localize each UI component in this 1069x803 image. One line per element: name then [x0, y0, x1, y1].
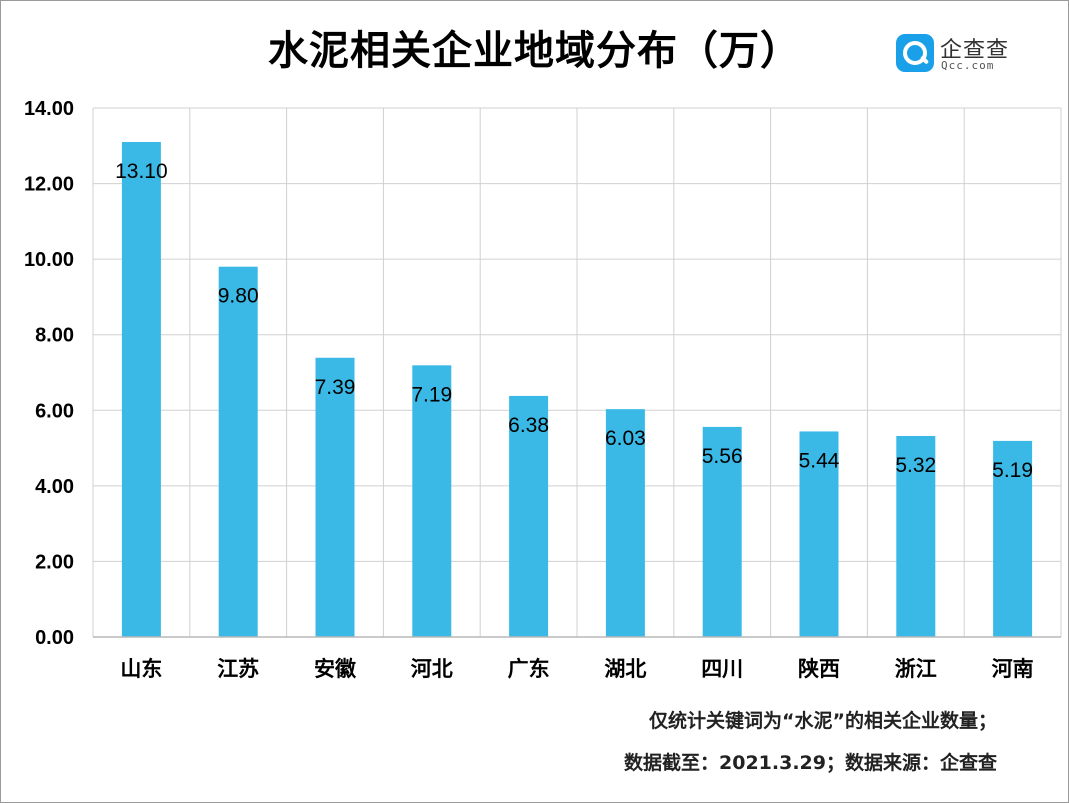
bar — [412, 365, 452, 637]
bar-value-label: 9.80 — [218, 285, 259, 308]
x-tick-label: 湖北 — [604, 657, 646, 681]
bar-value-label: 5.56 — [702, 445, 743, 468]
logo-name: 企查查 — [940, 38, 1010, 63]
qcc-logo: 企查查 Qcc.com — [896, 32, 1036, 74]
bar — [799, 431, 839, 637]
bar — [218, 266, 258, 637]
y-tick-label: 10.00 — [24, 249, 74, 271]
logo-url: Qcc.com — [941, 59, 995, 72]
x-tick-label: 浙江 — [895, 657, 937, 681]
bar-value-label: 6.38 — [508, 414, 549, 437]
y-tick-label: 0.00 — [35, 627, 74, 649]
bar — [896, 435, 936, 637]
x-tick-label: 广东 — [508, 657, 550, 681]
bar — [509, 395, 549, 637]
y-tick-label: 12.00 — [24, 174, 74, 196]
bar-value-label: 5.19 — [992, 459, 1033, 482]
x-tick-label: 河北 — [411, 657, 453, 681]
x-tick-label: 河南 — [992, 657, 1034, 681]
bar — [702, 426, 742, 637]
y-tick-label: 2.00 — [35, 551, 74, 573]
bar-value-label: 5.32 — [895, 454, 936, 477]
bar-value-label: 7.39 — [315, 376, 356, 399]
bar-value-label: 7.19 — [411, 383, 452, 406]
qcc-logo-icon — [896, 34, 934, 72]
y-tick-label: 6.00 — [35, 400, 74, 422]
x-tick-label: 安徽 — [314, 657, 357, 681]
y-tick-label: 4.00 — [35, 476, 74, 498]
y-tick-label: 14.00 — [24, 98, 74, 120]
bar — [121, 142, 161, 637]
x-tick-label: 陕西 — [798, 657, 840, 681]
chart-title: 水泥相关企业地域分布（万） — [268, 28, 801, 74]
x-tick-label: 山东 — [120, 657, 162, 681]
footnote-scope: 仅统计关键词为“水泥”的相关企业数量； — [649, 710, 997, 732]
bar-value-label: 6.03 — [605, 427, 646, 450]
y-tick-label: 8.00 — [35, 325, 74, 347]
bar-value-label: 13.10 — [115, 160, 168, 183]
bar — [315, 357, 355, 637]
footnote-source: 数据截至：2021.3.29；数据来源：企查查 — [624, 752, 997, 774]
bar-value-label: 5.44 — [799, 449, 840, 472]
x-tick-label: 江苏 — [217, 657, 259, 681]
x-tick-label: 四川 — [701, 657, 743, 681]
bar — [993, 440, 1033, 637]
bar — [605, 409, 645, 637]
